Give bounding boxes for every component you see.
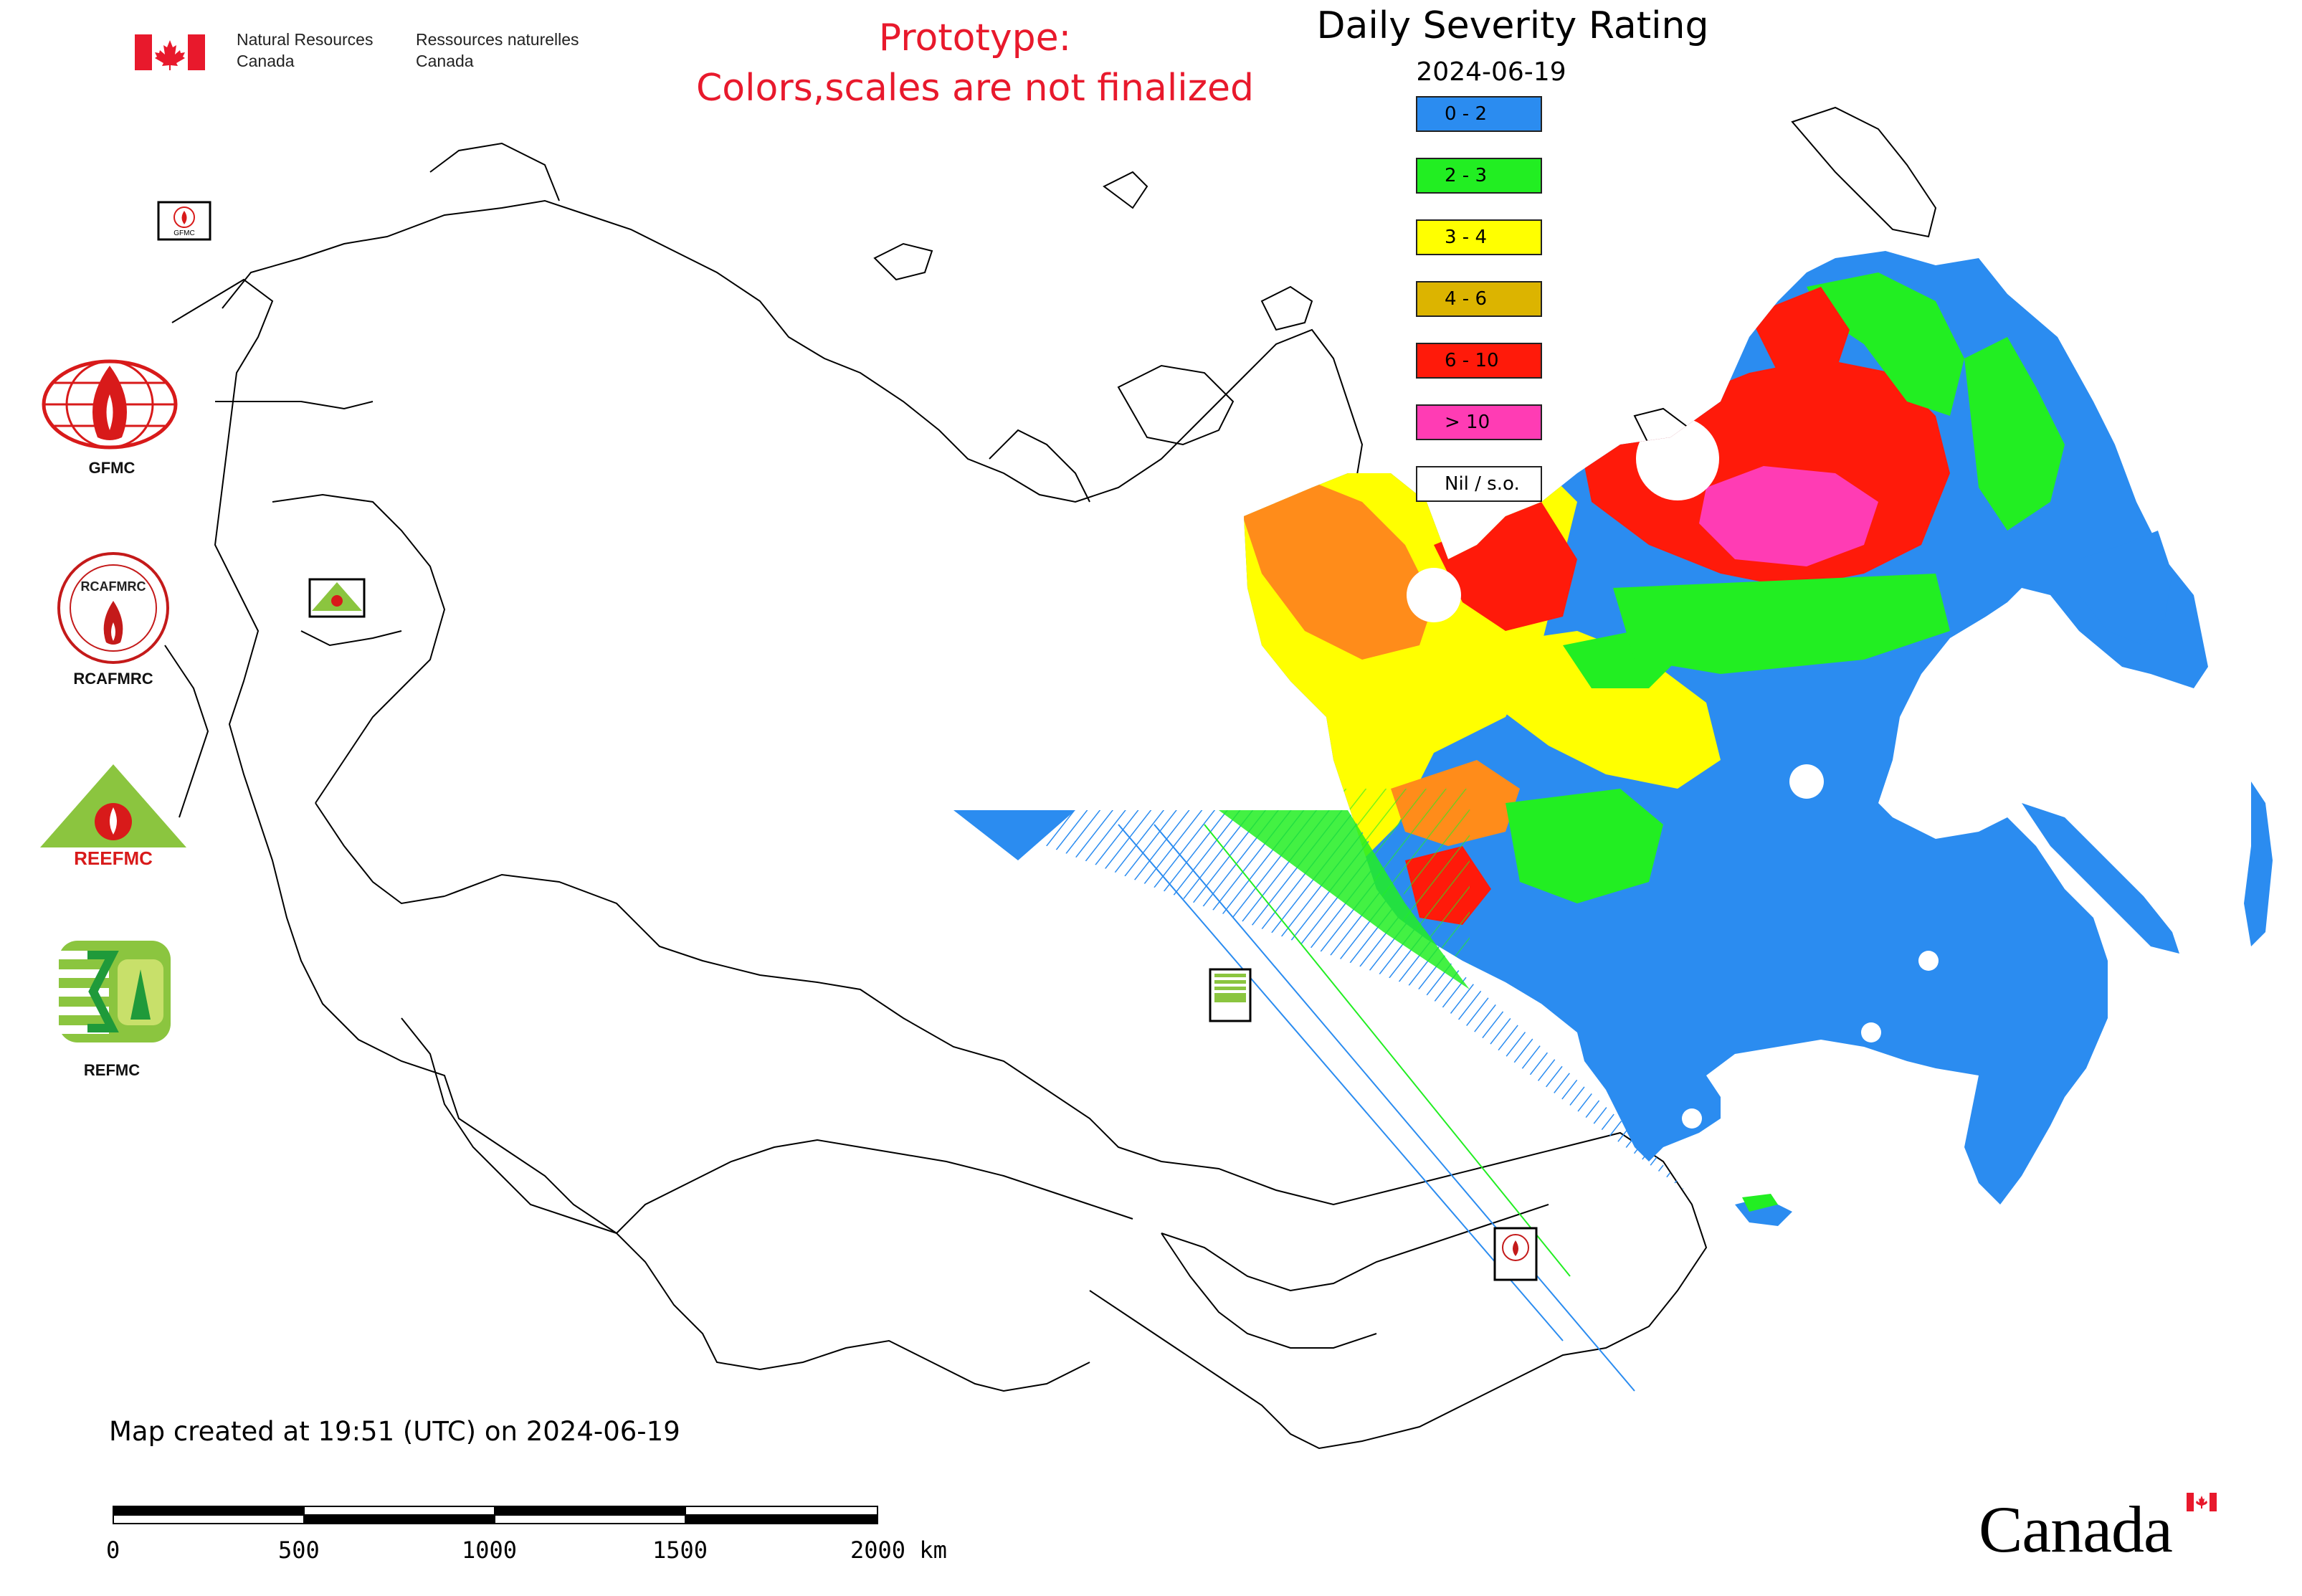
raster-streaks — [953, 810, 1685, 1392]
canada-wordmark: Canada — [1979, 1491, 2222, 1570]
legend-label: Nil / s.o. — [1445, 473, 1520, 495]
canada-wordmark-text: Canada — [1979, 1493, 2173, 1566]
refmc-label: REFMC — [83, 1061, 141, 1079]
reefmc-logo-icon: REEFMC — [40, 764, 186, 869]
legend-item-0-2: 0 - 2 — [1416, 96, 1542, 132]
country-borders — [164, 142, 1708, 1450]
scale-bar: 0 500 1000 1500 2000 km — [106, 1502, 968, 1581]
department-fr-line2: Canada — [416, 52, 474, 70]
scale-tick-500: 500 — [278, 1536, 320, 1564]
legend-item-nil: Nil / s.o. — [1416, 466, 1542, 502]
wordmark-flag-icon — [2187, 1493, 2217, 1511]
prototype-notice: Prototype: Colors,scales are not finaliz… — [645, 13, 1305, 113]
department-en-line1: Natural Resources — [237, 30, 374, 49]
map-badge-refmc — [1209, 968, 1252, 1022]
gov-canada-signature: Natural Resources Canada Ressources natu… — [135, 27, 608, 77]
legend-item-2-3: 2 - 3 — [1416, 158, 1542, 194]
legend-label: 3 - 4 — [1445, 227, 1487, 248]
legend-item-4-6: 4 - 6 — [1416, 281, 1542, 317]
map-date: 2024-06-19 — [1416, 57, 1566, 87]
svg-text:GFMC: GFMC — [173, 229, 194, 237]
legend-item-6-10: 6 - 10 — [1416, 343, 1542, 379]
prototype-line2: Colors,scales are not finalized — [695, 67, 1255, 110]
legend-item-gt-10: > 10 — [1416, 404, 1542, 440]
refmc-logo-icon — [59, 941, 171, 1042]
rcafmrc-badge-text: RCAFMRC — [81, 579, 146, 594]
scale-tick-1500: 1500 — [652, 1536, 708, 1564]
legend-label: 6 - 10 — [1445, 350, 1499, 371]
scale-tick-1000: 1000 — [462, 1536, 518, 1564]
map-badge-rcafmrc — [1493, 1227, 1538, 1281]
legend-label: > 10 — [1445, 412, 1490, 433]
legend-label: 2 - 3 — [1445, 165, 1487, 186]
map-badge-reefmc — [308, 578, 366, 618]
map-created-text: Map created at 19:51 (UTC) on 2024-06-19 — [109, 1416, 680, 1447]
scale-tick-0: 0 — [106, 1536, 120, 1564]
rcafmrc-label: RCAFMRC — [73, 670, 153, 688]
reefmc-badge-text: REEFMC — [74, 847, 153, 869]
department-en-line2: Canada — [237, 52, 295, 70]
scale-tick-2000: 2000 km — [850, 1536, 947, 1564]
pacific-coast — [1735, 531, 2273, 1226]
scale-bar-graphic — [113, 1506, 878, 1524]
canada-flag-icon — [135, 34, 205, 70]
legend-label: 4 - 6 — [1445, 288, 1487, 310]
map-title: Daily Severity Rating — [1316, 4, 1709, 47]
legend-item-3-4: 3 - 4 — [1416, 219, 1542, 255]
prototype-line1: Prototype: — [878, 16, 1072, 60]
department-fr-line1: Ressources naturelles — [416, 30, 579, 49]
gfmc-label: GFMC — [88, 459, 135, 477]
legend-label: 0 - 2 — [1445, 103, 1487, 125]
map-badge-gfmc: GFMC — [157, 201, 211, 241]
gfmc-logo-icon — [42, 359, 178, 450]
rcafmrc-logo-icon: RCAFMRC — [57, 552, 169, 664]
